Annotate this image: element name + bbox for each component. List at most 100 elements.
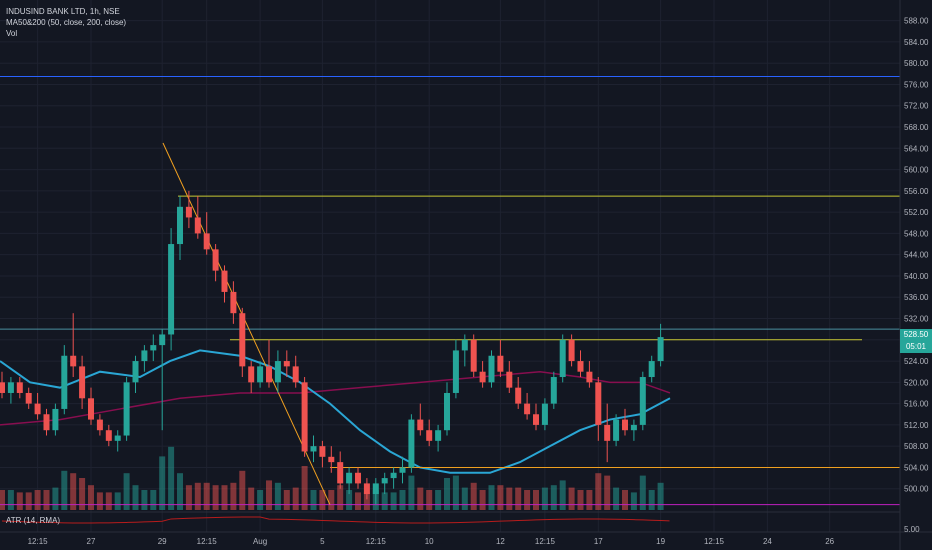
volume-bar <box>444 478 450 510</box>
candle-body <box>435 430 442 441</box>
candle-body <box>283 361 290 367</box>
candle-body <box>221 270 228 292</box>
candle-body <box>426 430 433 441</box>
price-tick-label: 560.00 <box>904 166 929 175</box>
volume-bar <box>550 485 557 510</box>
volume-bar <box>533 490 539 510</box>
volume-bar <box>105 492 112 510</box>
price-tick-label: 564.00 <box>904 144 929 153</box>
volume-bar <box>274 482 281 510</box>
volume-bar <box>488 485 495 510</box>
volume-bar <box>399 490 406 510</box>
price-tick-label: 580.00 <box>904 59 929 68</box>
countdown-tag: 05:01 <box>900 341 932 353</box>
candle-body <box>639 377 646 425</box>
price-tick-label: 584.00 <box>904 38 929 47</box>
volume-bar <box>346 490 353 510</box>
time-tick-label: Aug <box>253 537 267 546</box>
volume-bar <box>257 490 264 510</box>
volume-bar <box>559 480 566 510</box>
volume-bar <box>604 475 611 510</box>
price-tick-label: 572.00 <box>904 102 929 111</box>
volume-bar <box>7 490 14 510</box>
candle-body <box>541 403 548 425</box>
price-tick-label: 504.00 <box>904 463 929 472</box>
candle-body <box>568 339 575 362</box>
candle-body <box>132 361 139 383</box>
candle-body <box>266 366 272 383</box>
volume-bar <box>159 456 166 510</box>
candle-body <box>61 355 68 409</box>
candle-body <box>524 403 531 415</box>
last-price-tag: 528.50 <box>900 329 932 341</box>
candle-body <box>292 366 299 383</box>
candle-body <box>88 398 94 420</box>
time-tick-label: 29 <box>158 537 167 546</box>
price-tick-label: 540.00 <box>904 272 929 281</box>
candle-body <box>613 419 620 441</box>
candle-body <box>168 244 175 335</box>
candle-body <box>550 377 557 404</box>
time-tick-label: 10 <box>425 537 434 546</box>
volume-bar <box>114 492 121 510</box>
volume-bar <box>150 490 157 510</box>
volume-bar <box>515 487 522 510</box>
price-tick-label: 568.00 <box>904 123 929 132</box>
candle-body <box>452 350 459 393</box>
candle-body <box>337 462 344 484</box>
volume-indicator-label[interactable]: Vol <box>6 29 18 38</box>
volume-bar <box>541 487 548 510</box>
volume-bar <box>132 485 139 510</box>
volume-bar <box>34 490 41 510</box>
volume-bar <box>43 490 50 510</box>
candle-body <box>7 382 14 393</box>
volume-bar <box>470 482 477 510</box>
volume-bar <box>648 490 655 510</box>
symbol-title[interactable]: INDUSIND BANK LTD, 1h, NSE <box>6 7 120 16</box>
volume-bar <box>461 487 468 510</box>
candle-body <box>43 414 50 431</box>
volume-bar <box>88 485 94 510</box>
time-tick-label: 12:15 <box>28 537 49 546</box>
candle-body <box>34 403 41 415</box>
volume-bar <box>292 487 299 510</box>
horizontal-lines[interactable] <box>0 75 900 506</box>
candle-body <box>141 350 148 362</box>
candle-body <box>123 382 130 436</box>
volume-bar <box>452 475 459 510</box>
volume-bar <box>390 492 397 510</box>
atr-indicator-label[interactable]: ATR (14, RMA) <box>6 516 61 525</box>
volume-bar <box>426 490 433 510</box>
ma-indicator-label[interactable]: MA50&200 (50, close, 200, close) <box>6 18 127 27</box>
volume-bar <box>141 490 148 510</box>
price-tick-label: 576.00 <box>904 80 929 89</box>
atr-tick-label: 5.00 <box>904 525 920 534</box>
atr-path <box>1 516 670 524</box>
volume-bar <box>506 487 513 510</box>
volume-bar <box>417 487 424 510</box>
candle-body <box>79 366 86 399</box>
time-axis[interactable]: 12:15 27 29 12:15 Aug 5 12:15 10 12 12:15 17 19 12:1… <box>28 537 835 546</box>
candle-body <box>657 337 664 362</box>
time-tick-label: 12:15 <box>197 537 218 546</box>
volume-bar <box>221 485 228 510</box>
candle-body <box>444 392 450 431</box>
candle-body <box>559 339 566 378</box>
candle-body <box>515 387 522 404</box>
time-tick-label: 17 <box>594 537 603 546</box>
candle-body <box>408 419 415 468</box>
volume-bar <box>96 492 103 510</box>
volume-bar <box>408 475 415 510</box>
price-tick-label: 552.00 <box>904 208 929 217</box>
volume-bars <box>0 446 664 510</box>
candle-body <box>622 419 628 431</box>
volume-bar <box>613 487 620 510</box>
candle-body <box>301 382 308 452</box>
candle-body <box>248 366 255 383</box>
volume-bar <box>70 473 77 510</box>
candle-body <box>274 361 281 383</box>
price-tick-label: 500.00 <box>904 485 929 494</box>
candle-body <box>506 371 513 388</box>
